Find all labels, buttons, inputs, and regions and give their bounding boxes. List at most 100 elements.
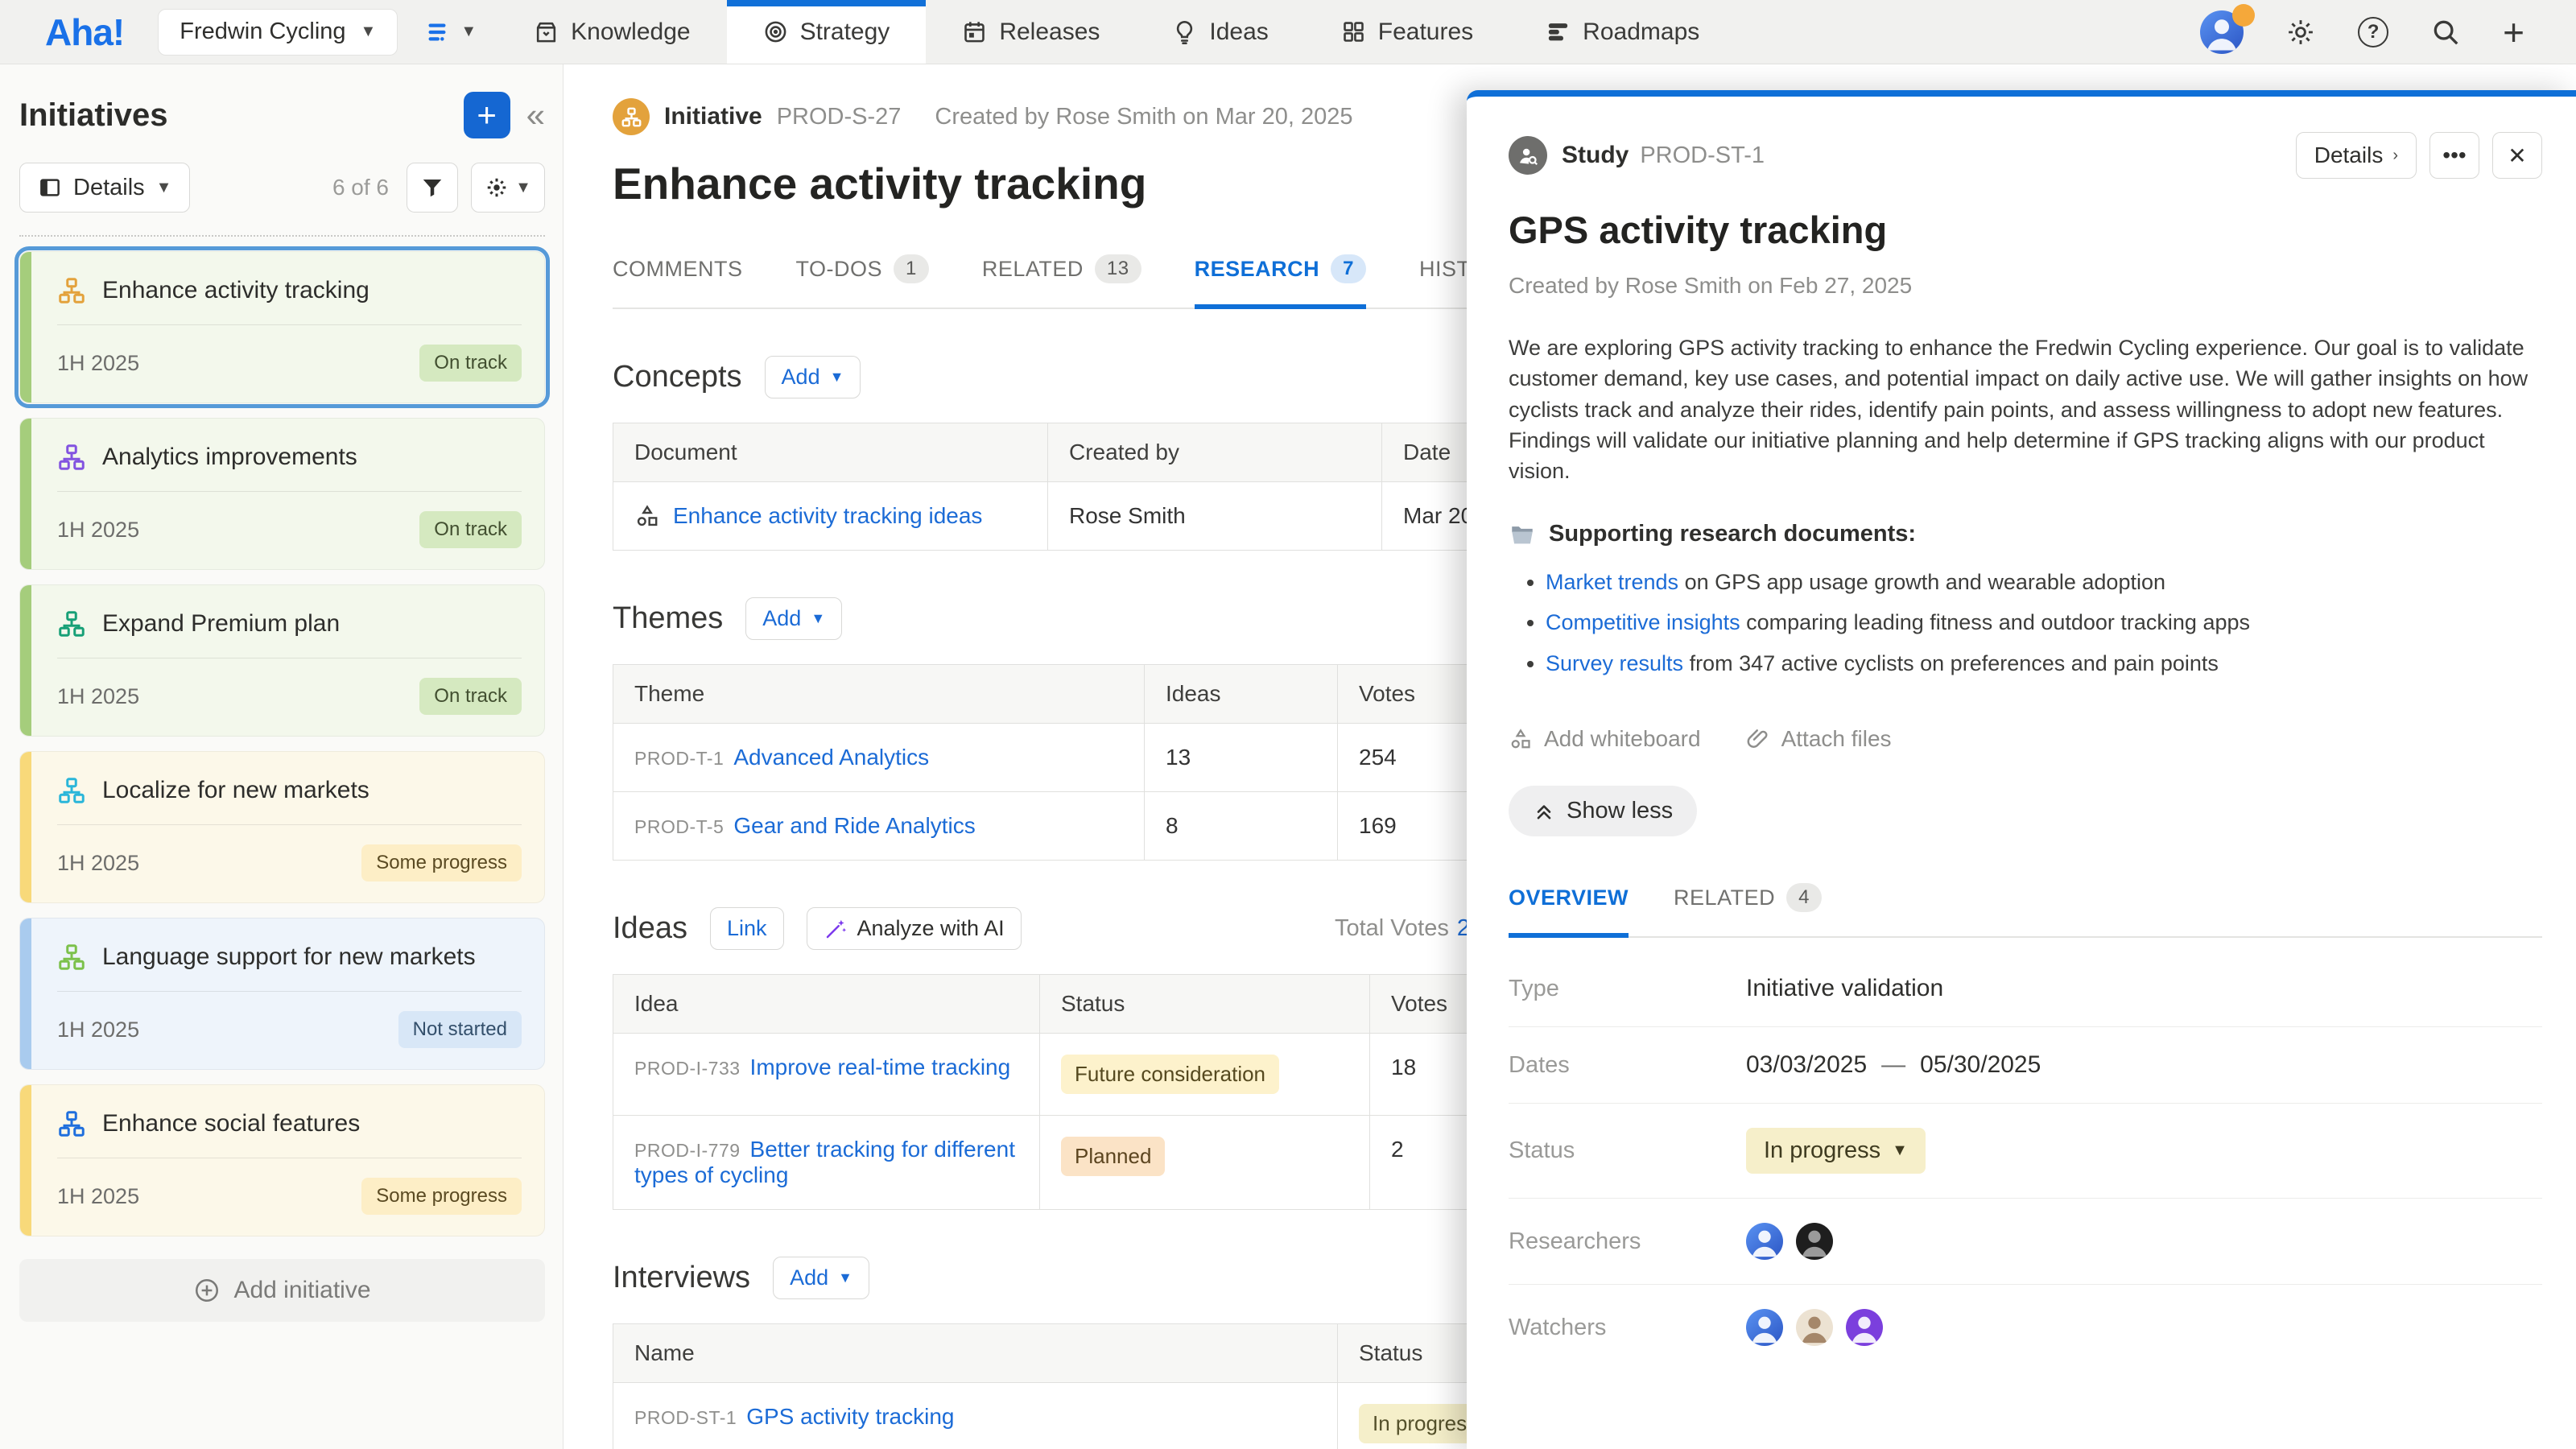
nav-roadmaps[interactable]: Roadmaps bbox=[1509, 0, 1736, 64]
user-avatar[interactable] bbox=[2200, 3, 2256, 54]
nav-strategy[interactable]: Strategy bbox=[726, 0, 927, 64]
initiative-type-icon bbox=[613, 98, 650, 135]
topnav-right: ? + bbox=[2200, 0, 2524, 64]
tab-related[interactable]: RELATED 13 bbox=[982, 254, 1141, 309]
collapse-sidebar-icon[interactable]: « bbox=[526, 96, 545, 134]
concept-created-by: Rose Smith bbox=[1047, 481, 1382, 551]
details-button[interactable]: Details › bbox=[2295, 132, 2417, 179]
ideas-table: Idea Status Votes PROD-I-733 Improve real… bbox=[613, 974, 1612, 1210]
theme-link[interactable]: Gear and Ride Analytics bbox=[733, 813, 976, 838]
menu-toggle-button[interactable]: ▼ bbox=[425, 18, 477, 47]
date-end[interactable]: 05/30/2025 bbox=[1920, 1051, 2041, 1079]
aha-logo[interactable]: Aha! bbox=[45, 10, 125, 53]
avatar[interactable] bbox=[1746, 1223, 1783, 1261]
initiative-card-expand-premium-plan[interactable]: Expand Premium plan 1H 2025 On track bbox=[19, 584, 545, 737]
concepts-heading: Concepts bbox=[613, 360, 742, 394]
themes-table: Theme Ideas Votes PROD-T-1 Advanced Analy… bbox=[613, 664, 1612, 861]
gear-icon[interactable] bbox=[2285, 17, 2316, 47]
concepts-add-button[interactable]: Add ▼ bbox=[764, 356, 861, 398]
plus-circle-icon bbox=[196, 1278, 219, 1302]
tab-research[interactable]: RESEARCH 7 bbox=[1194, 254, 1366, 309]
chevron-down-icon: ▼ bbox=[155, 178, 172, 196]
avatar[interactable] bbox=[1796, 1223, 1833, 1261]
initiative-card-language-support[interactable]: Language support for new markets 1H 2025… bbox=[19, 918, 545, 1070]
panel-icon bbox=[40, 179, 60, 196]
themes-add-button[interactable]: Add ▼ bbox=[745, 597, 843, 640]
record-type: Initiative bbox=[664, 103, 762, 130]
tab-overview[interactable]: OVERVIEW bbox=[1509, 883, 1629, 939]
status-badge: Not started bbox=[398, 1011, 522, 1048]
add-whiteboard-button[interactable]: Add whiteboard bbox=[1509, 726, 1701, 752]
settings-dropdown-button[interactable]: ▼ bbox=[471, 163, 545, 213]
timeframe: 1H 2025 bbox=[57, 850, 140, 875]
tab-related[interactable]: RELATED 4 bbox=[1674, 883, 1822, 938]
nav-label: Features bbox=[1377, 18, 1474, 45]
create-button[interactable]: + bbox=[2503, 10, 2524, 53]
initiative-card-enhance-activity-tracking[interactable]: Enhance activity tracking 1H 2025 On tra… bbox=[14, 246, 550, 408]
tab-count: 7 bbox=[1331, 254, 1366, 283]
tab-count: 1 bbox=[894, 254, 929, 283]
lightbulb-icon bbox=[1177, 20, 1193, 44]
tab-todos[interactable]: TO-DOS 1 bbox=[796, 254, 929, 309]
doc-link[interactable]: Market trends bbox=[1546, 569, 1679, 594]
theme-id: PROD-T-5 bbox=[634, 816, 724, 837]
search-icon[interactable] bbox=[2430, 17, 2461, 47]
theme-link[interactable]: Advanced Analytics bbox=[733, 745, 930, 770]
initiative-card-localize-for-new-markets[interactable]: Localize for new markets 1H 2025 Some pr… bbox=[19, 751, 545, 903]
analyze-with-ai-button[interactable]: Analyze with AI bbox=[806, 907, 1022, 950]
interviews-heading: Interviews bbox=[613, 1261, 751, 1294]
col-document: Document bbox=[613, 423, 1048, 482]
chevron-right-icon: › bbox=[2392, 146, 2398, 164]
show-less-button[interactable]: Show less bbox=[1509, 786, 1698, 837]
theme-id: PROD-T-1 bbox=[634, 748, 724, 769]
avatar[interactable] bbox=[1846, 1309, 1883, 1347]
filter-button[interactable] bbox=[407, 163, 458, 213]
chevron-down-icon: ▼ bbox=[360, 23, 377, 40]
ideas-link-button[interactable]: Link bbox=[709, 907, 784, 950]
field-status: Status In progress ▼ bbox=[1509, 1104, 2542, 1199]
date-start[interactable]: 03/03/2025 bbox=[1746, 1051, 1868, 1079]
status-badge: On track bbox=[419, 678, 522, 715]
idea-link[interactable]: Improve real-time tracking bbox=[749, 1055, 1011, 1080]
add-initiative-button[interactable]: Add initiative bbox=[19, 1259, 545, 1322]
field-researchers: Researchers bbox=[1509, 1199, 2542, 1286]
workspace-name: Fredwin Cycling bbox=[180, 19, 346, 44]
initiative-title: Expand Premium plan bbox=[102, 610, 341, 637]
status-dropdown[interactable]: In progress ▼ bbox=[1746, 1128, 1926, 1174]
nav-ideas[interactable]: Ideas bbox=[1136, 0, 1304, 64]
close-button[interactable]: ✕ bbox=[2492, 132, 2542, 179]
help-icon[interactable]: ? bbox=[2358, 16, 2389, 47]
interviews-add-button[interactable]: Add ▼ bbox=[773, 1257, 869, 1299]
concept-link[interactable]: Enhance activity tracking ideas bbox=[673, 503, 983, 528]
details-view-dropdown[interactable]: Details ▼ bbox=[19, 163, 191, 213]
interview-link[interactable]: GPS activity tracking bbox=[746, 1404, 955, 1429]
field-dates: Dates 03/03/2025 — 05/30/2025 bbox=[1509, 1027, 2542, 1104]
field-label: Watchers bbox=[1509, 1314, 1607, 1340]
initiative-card-enhance-social-features[interactable]: Enhance social features 1H 2025 Some pro… bbox=[19, 1084, 545, 1236]
idea-link[interactable]: Better tracking for different types of c… bbox=[634, 1137, 1015, 1187]
primary-nav: Knowledge Strategy Releases Ideas Featur… bbox=[497, 0, 1736, 64]
interviews-table: Name Status PROD-ST-1 GPS activity tracki… bbox=[613, 1323, 1612, 1449]
top-navigation: Aha! Fredwin Cycling ▼ ▼ Knowledge Strat… bbox=[0, 0, 2576, 64]
status-badge: On track bbox=[419, 511, 522, 548]
initiative-title: Analytics improvements bbox=[102, 444, 357, 470]
total-votes: Total Votes 2 bbox=[1334, 915, 1470, 941]
nav-knowledge[interactable]: Knowledge bbox=[497, 0, 726, 64]
initiative-card-analytics-improvements[interactable]: Analytics improvements 1H 2025 On track bbox=[19, 418, 545, 570]
initiative-title: Enhance social features bbox=[102, 1110, 361, 1137]
more-actions-button[interactable]: ••• bbox=[2429, 132, 2479, 179]
nav-releases[interactable]: Releases bbox=[926, 0, 1136, 64]
record-id: PROD-S-27 bbox=[776, 103, 902, 130]
nav-features[interactable]: Features bbox=[1305, 0, 1509, 64]
nav-label: Ideas bbox=[1209, 18, 1269, 45]
tab-comments[interactable]: COMMENTS bbox=[613, 256, 743, 281]
avatar[interactable] bbox=[1796, 1309, 1833, 1347]
doc-link[interactable]: Competitive insights bbox=[1546, 610, 1740, 635]
doc-link[interactable]: Survey results bbox=[1546, 650, 1684, 675]
attach-files-button[interactable]: Attach files bbox=[1746, 726, 1892, 752]
list-item: Market trends on GPS app usage growth an… bbox=[1546, 566, 2542, 599]
add-button[interactable]: + bbox=[463, 92, 510, 138]
sidebar-divider bbox=[19, 235, 545, 237]
avatar[interactable] bbox=[1746, 1309, 1783, 1347]
workspace-selector[interactable]: Fredwin Cycling ▼ bbox=[158, 8, 398, 56]
